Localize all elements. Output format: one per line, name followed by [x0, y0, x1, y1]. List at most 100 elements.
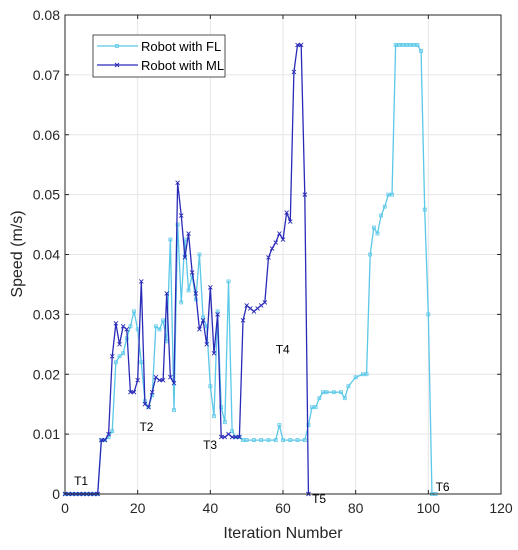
data-point — [397, 43, 402, 47]
data-point — [339, 390, 344, 395]
data-point — [277, 231, 282, 236]
y-tick-label: 0.07 — [33, 67, 60, 83]
data-point — [364, 372, 369, 377]
data-point — [382, 204, 387, 209]
data-point — [197, 252, 202, 257]
x-tick-label: 20 — [130, 500, 146, 516]
data-point — [298, 42, 304, 48]
annotation-t5: T5 — [312, 492, 326, 506]
data-point — [102, 437, 108, 443]
data-point — [193, 291, 199, 296]
data-point — [113, 321, 119, 326]
data-point — [132, 309, 136, 314]
data-point — [295, 438, 300, 443]
data-point — [189, 270, 195, 275]
data-point — [411, 43, 416, 47]
y-tick-label: 0.06 — [33, 127, 60, 143]
y-tick-label: 0.05 — [33, 187, 60, 203]
data-point — [121, 351, 126, 356]
data-point — [208, 285, 213, 290]
annotation-t2: T2 — [139, 420, 153, 434]
data-point — [331, 390, 336, 395]
data-point — [168, 237, 173, 242]
data-point — [269, 246, 275, 251]
data-point — [419, 49, 423, 53]
data-point — [371, 225, 376, 230]
data-point — [229, 434, 235, 440]
data-point — [139, 360, 144, 365]
data-point — [259, 438, 264, 443]
x-tick-label: 80 — [348, 500, 364, 516]
x-tick-label: 100 — [417, 500, 441, 516]
axis-ticks: 0 20 40 60 80 100 120 0 0.01 0.02 0.03 0.04 0.05 0.06… — [33, 7, 513, 516]
data-point — [222, 434, 228, 440]
data-point — [128, 389, 133, 395]
y-tick-label: 0.03 — [33, 306, 60, 322]
y-tick-label: 0.02 — [33, 366, 60, 382]
data-point — [172, 408, 176, 413]
data-point — [302, 438, 307, 443]
data-point — [186, 231, 191, 236]
data-point — [258, 303, 264, 308]
data-point — [273, 240, 279, 245]
data-point — [375, 231, 380, 236]
data-point — [281, 438, 285, 443]
data-point — [353, 375, 358, 380]
data-point — [288, 438, 293, 443]
data-point — [215, 309, 220, 314]
data-point — [135, 377, 140, 383]
data-point — [404, 43, 409, 47]
y-axis-label: Speed (m/s) — [9, 210, 26, 297]
data-point — [422, 207, 427, 212]
data-point — [168, 374, 173, 380]
data-point — [200, 318, 206, 323]
data-point — [277, 423, 282, 428]
data-point — [138, 279, 144, 284]
data-point — [128, 324, 133, 329]
data-point — [386, 192, 391, 197]
legend-box — [92, 34, 226, 78]
legend-label-fl: Robot with FL — [141, 39, 221, 54]
y-tick-label: 0.04 — [33, 247, 60, 263]
data-point — [415, 43, 420, 47]
data-point — [342, 396, 347, 401]
data-point — [113, 360, 118, 365]
data-point — [321, 390, 325, 395]
legend-label-ml: Robot with ML — [141, 58, 224, 73]
data-point — [230, 429, 235, 434]
data-point — [182, 255, 188, 260]
data-point — [266, 255, 271, 260]
data-point — [175, 180, 180, 185]
data-point — [109, 353, 115, 359]
data-point — [361, 372, 365, 377]
data-point — [284, 210, 289, 215]
data-point — [186, 288, 191, 293]
data-point — [241, 438, 245, 443]
data-point — [346, 384, 351, 389]
data-point — [317, 396, 322, 401]
data-point — [204, 341, 210, 347]
data-point — [153, 324, 158, 329]
data-point — [211, 350, 217, 356]
series-line — [65, 44, 436, 495]
data-point — [266, 438, 271, 443]
data-point — [153, 374, 159, 380]
data-point — [255, 306, 260, 311]
series-robot-ml — [62, 42, 311, 497]
data-point — [201, 315, 205, 320]
data-point — [178, 213, 184, 218]
data-point — [379, 213, 384, 218]
x-tick-label: 40 — [203, 500, 219, 516]
y-tick-label: 0.08 — [33, 7, 60, 23]
data-point — [262, 300, 268, 305]
data-point — [310, 405, 314, 410]
data-point — [179, 300, 184, 305]
data-point — [251, 309, 257, 314]
data-point — [280, 237, 286, 242]
annotation-t1: T1 — [74, 474, 88, 488]
x-tick-label: 0 — [61, 500, 69, 516]
data-point — [237, 434, 242, 440]
data-point — [117, 354, 122, 359]
legend: Robot with FL Robot with ML — [92, 34, 226, 78]
data-point — [244, 303, 249, 308]
